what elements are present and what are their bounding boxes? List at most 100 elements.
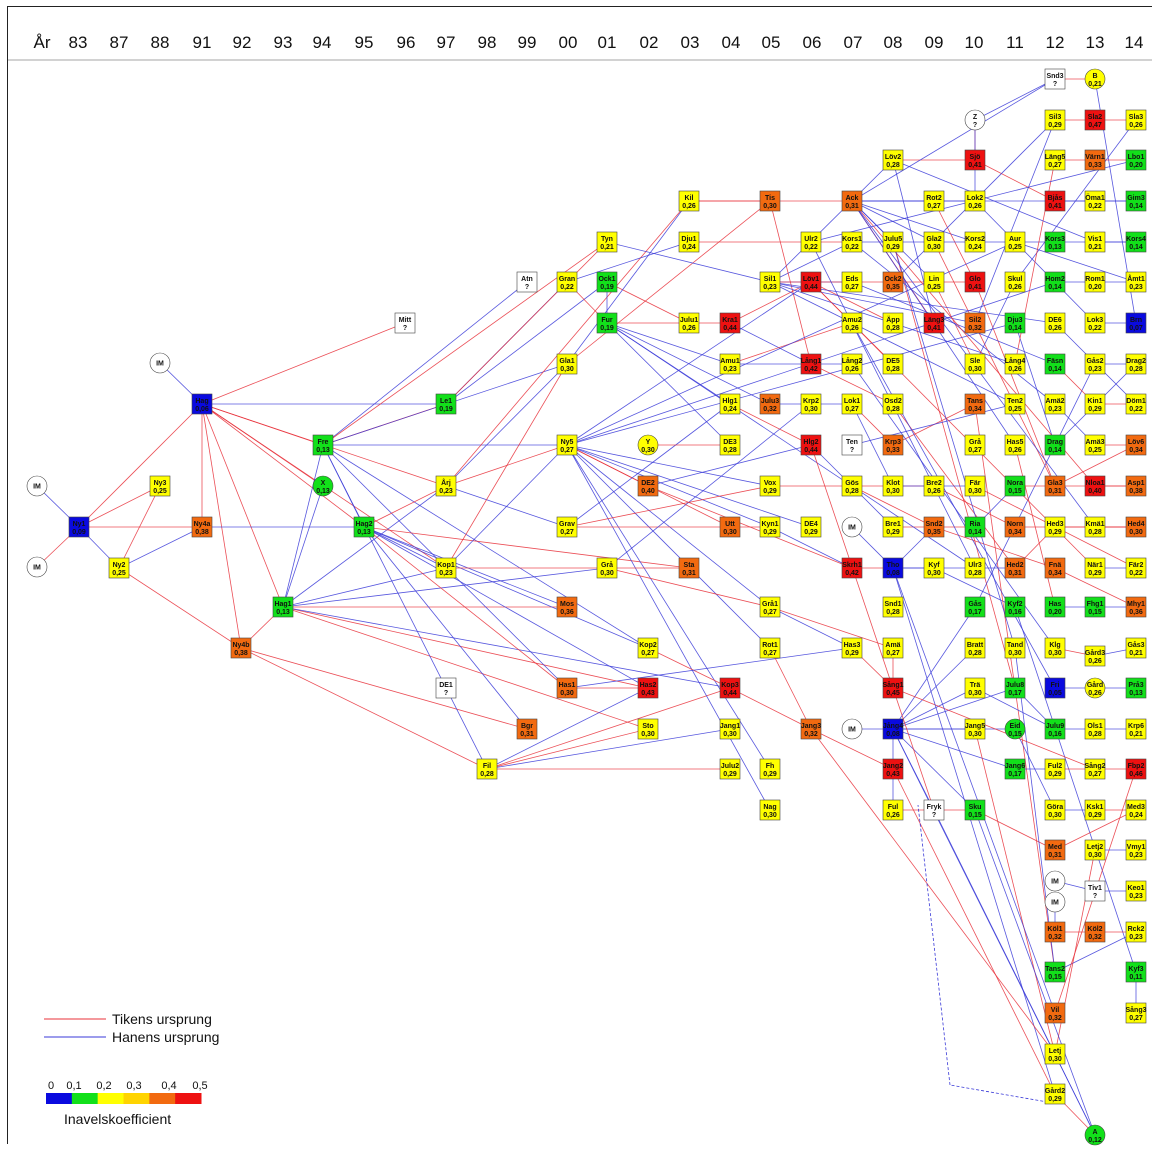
node-ima[interactable]: IM	[26, 475, 48, 497]
node-imf[interactable]: IM	[1044, 870, 1066, 892]
node-snd3[interactable]: Snd3?	[1044, 68, 1066, 90]
node-ime[interactable]: IM	[841, 718, 863, 740]
node-imc[interactable]: IM	[149, 352, 171, 374]
node-atn[interactable]: Atn?	[516, 271, 538, 293]
node-b[interactable]: B0,21	[1084, 68, 1106, 90]
node-mitt[interactable]: Mitt?	[394, 312, 416, 334]
node-tiv1[interactable]: Tiv1?	[1084, 880, 1106, 902]
node-ten[interactable]: Ten?	[841, 434, 863, 456]
node-a[interactable]: A0,12	[1084, 1124, 1106, 1146]
node-imb[interactable]: IM	[26, 556, 48, 578]
